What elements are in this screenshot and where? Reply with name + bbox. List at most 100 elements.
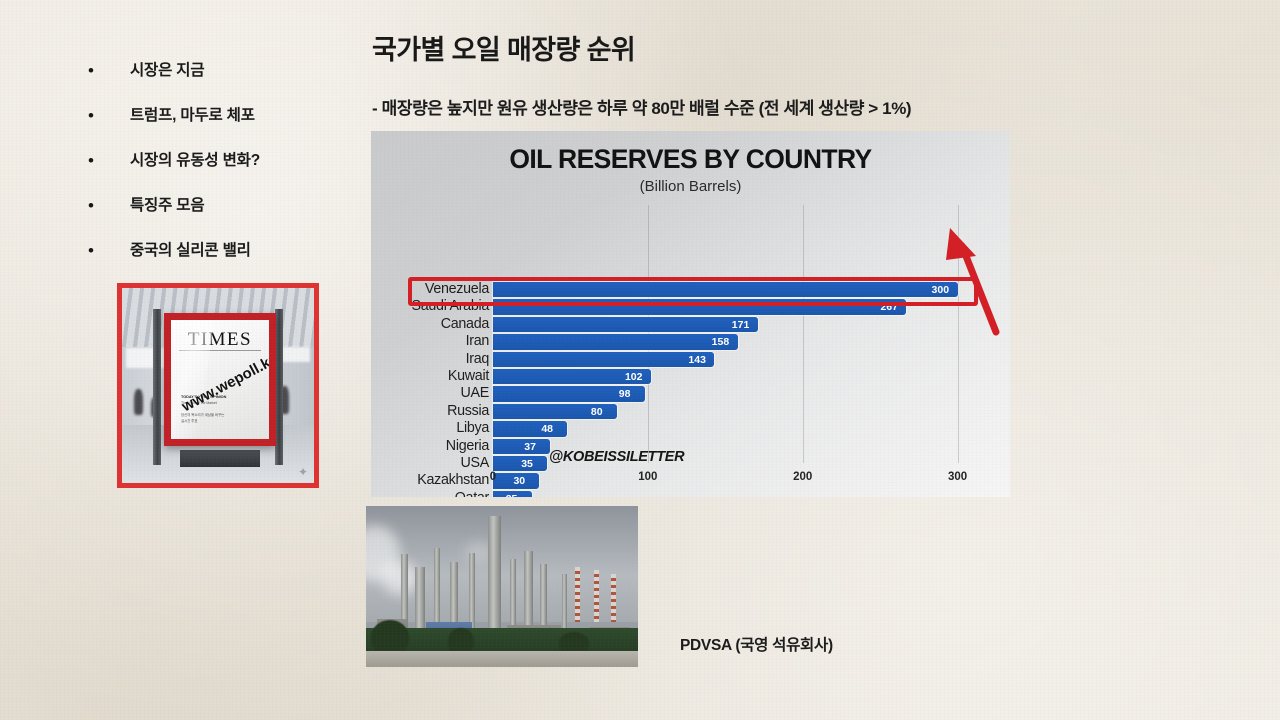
bar-category-label: Kazakhstan <box>417 472 489 489</box>
x-axis-tick-label: 100 <box>638 471 658 483</box>
poster-frame: TIMES TODAY'S YOUR OPINION The Voice of … <box>164 313 276 446</box>
bar-value-label: 37 <box>524 440 536 453</box>
page-title: 국가별 오일 매장량 순위 <box>372 35 636 65</box>
page-subtitle: - 매장량은 높지만 원유 생산량은 하루 약 80만 배럴 수준 (전 세계 … <box>372 99 912 118</box>
bar-fill <box>493 456 548 472</box>
bar-track: 98 <box>493 385 1004 402</box>
bar-category-label: Libya <box>456 420 489 437</box>
chart-watermark: @KOBEISSILETTER <box>549 449 685 465</box>
bar-track: 48 <box>493 420 1004 437</box>
bar-track: 300 <box>493 281 1004 298</box>
bar-category-label: Canada <box>440 315 490 332</box>
poster-caption-line4: 실시간 투표 <box>180 418 198 423</box>
bar-value-label: 158 <box>711 336 730 349</box>
list-item[interactable]: • 중국의 실리콘 밸리 <box>88 240 338 285</box>
bullet-point-icon: • <box>88 241 94 260</box>
gridline <box>957 205 959 463</box>
bar-value-label: 98 <box>618 388 631 401</box>
bar-track: 158 <box>493 333 1004 350</box>
bullet-point-icon: • <box>88 196 94 215</box>
agenda-item-label: 시장의 유동성 변화? <box>130 152 260 169</box>
x-axis: 0 100 200 300 <box>489 471 1004 491</box>
bar-value-label: 80 <box>590 405 603 418</box>
person-silhouette <box>133 389 143 416</box>
bar-category-label: Venezuela <box>424 281 489 297</box>
list-item[interactable]: • 시장의 유동성 변화? <box>88 150 338 195</box>
tree <box>371 620 410 655</box>
chart-title: OIL RESERVES BY COUNTRY <box>509 144 872 174</box>
annotation-arrow-icon <box>946 228 1000 336</box>
refinery-photo <box>366 506 638 667</box>
list-item[interactable]: • 특징주 모음 <box>88 195 338 240</box>
list-item[interactable]: • 트럼프, 마두로 체포 <box>88 105 338 150</box>
poster-surface: TIMES TODAY'S YOUR OPINION The Voice of … <box>171 320 269 439</box>
agenda-item-label: 중국의 실리콘 밸리 <box>130 242 251 259</box>
gridline <box>647 205 649 463</box>
x-axis-tick-label: 300 <box>947 471 968 483</box>
bar-value-label: 143 <box>688 353 706 366</box>
gridline <box>802 205 804 463</box>
support-post <box>152 309 161 466</box>
bar-category-label: Iraq <box>465 350 490 367</box>
bar-fill <box>493 369 651 385</box>
bar-value-label: 171 <box>731 318 750 331</box>
poster-caption-line3: 당신의 목소리가 세상을 바꾸는 <box>180 412 225 417</box>
distillation-tower <box>488 515 502 632</box>
bar-fill <box>493 473 540 489</box>
agenda-item-label: 트럼프, 마두로 체포 <box>130 107 255 124</box>
distillation-tower <box>469 552 476 632</box>
bar-row: Kazakhstan 30 <box>371 472 1010 489</box>
bar-track: 102 <box>493 368 1004 385</box>
bar-fill <box>493 490 532 497</box>
bar-fill <box>493 438 551 454</box>
bar-value-label: 300 <box>931 284 950 296</box>
chart-subtitle: (Billion Barrels) <box>639 178 742 195</box>
chimney-stack <box>575 567 581 622</box>
bar-track: 35 <box>493 455 1004 472</box>
agenda-list: • 시장은 지금 • 트럼프, 마두로 체포 • 시장의 유동성 변화? • 특… <box>88 60 338 285</box>
bar-category-label: Russia <box>447 402 489 419</box>
distillation-tower <box>561 573 567 632</box>
bar-category-label: USA <box>460 455 490 471</box>
bar-row: Russia 80 <box>371 403 1010 420</box>
distillation-tower <box>540 563 548 632</box>
x-axis-tick-label: 200 <box>793 471 813 483</box>
bar-track: 80 <box>493 403 1004 420</box>
bar-track: 143 <box>493 351 1004 368</box>
bar-row: Kuwait 102 <box>371 368 1010 385</box>
x-axis-tick-label: 0 <box>489 471 497 483</box>
bar-track: 37 <box>493 438 1004 455</box>
agenda-item-label: 특징주 모음 <box>130 197 205 214</box>
distillation-tower <box>414 567 425 632</box>
poster-caption-line1: TODAY'S YOUR OPINION <box>180 394 227 399</box>
light-strip <box>275 346 311 363</box>
bar-fill <box>493 282 958 298</box>
support-post <box>275 309 284 466</box>
bar-value-label: 35 <box>521 458 533 470</box>
bar-category-label: UAE <box>460 385 490 402</box>
smoke-plume <box>382 560 419 595</box>
bar-row: Nigeria 37 <box>371 438 1010 455</box>
bar-track: 30 <box>493 472 1004 489</box>
list-item[interactable]: • 시장은 지금 <box>88 60 338 105</box>
bullet-point-icon: • <box>88 61 94 80</box>
agenda-item-label: 시장은 지금 <box>130 62 205 79</box>
bullet-point-icon: • <box>88 151 94 170</box>
refinery-caption: PDVSA (국영 석유회사) <box>680 637 833 654</box>
tree <box>559 632 590 655</box>
bar-row: Qatar 25 <box>371 490 1010 497</box>
oil-reserves-chart: OIL RESERVES BY COUNTRY (Billion Barrels… <box>371 131 1010 497</box>
bar-value-label: 48 <box>541 423 553 436</box>
light-strip <box>125 348 169 368</box>
bar-fill <box>493 334 738 350</box>
bar-fill <box>493 421 568 437</box>
bar-row: Canada 171 <box>371 316 1010 333</box>
bar-track: 25 <box>493 490 1004 497</box>
distillation-tower <box>401 554 409 632</box>
tree <box>447 628 474 655</box>
bar-fill <box>493 351 715 367</box>
bar-row: Venezuela 300 <box>371 281 1010 298</box>
bar-fill <box>493 316 758 333</box>
distillation-tower <box>523 551 533 632</box>
